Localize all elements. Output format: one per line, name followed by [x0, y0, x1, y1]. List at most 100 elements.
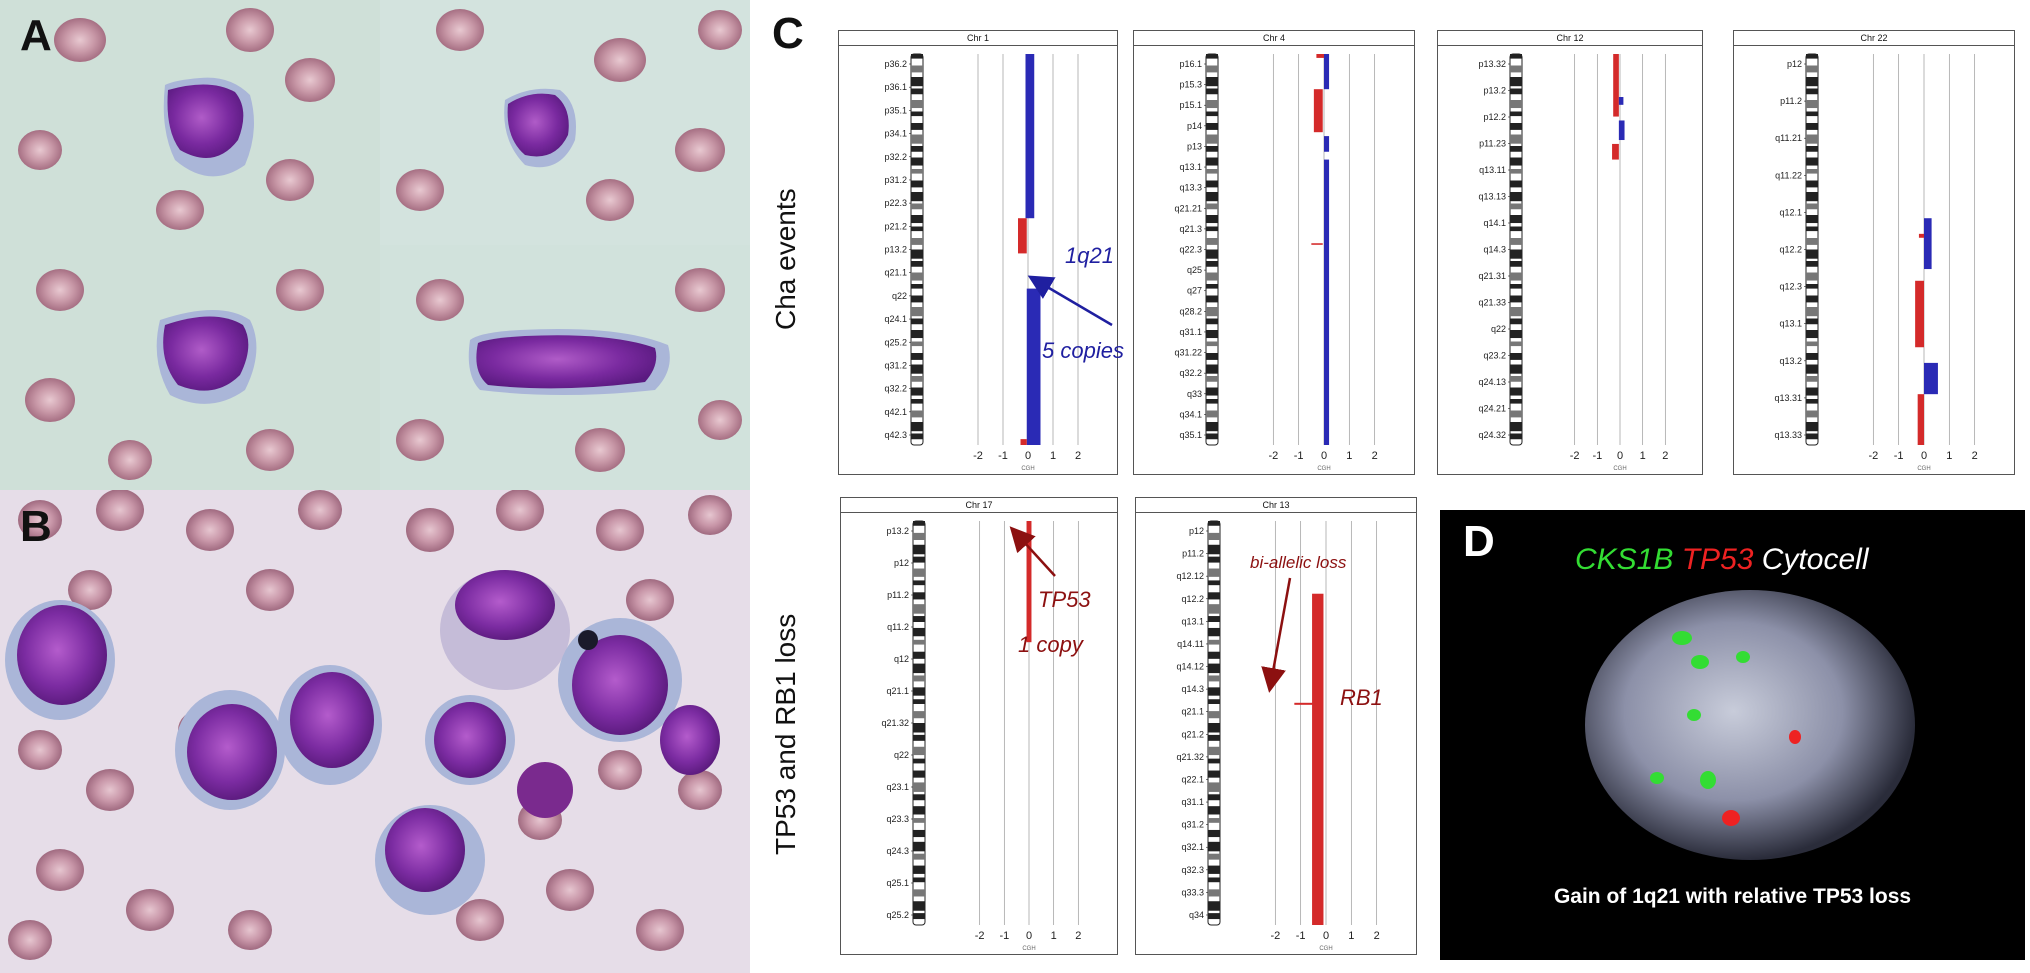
loss-segment — [1312, 593, 1324, 925]
axis-xlabel: CGH — [1319, 946, 1332, 952]
chromosome-plot-chr17: Chr 17 -2 -1 0 1 2 CGH p13.2 p12 p11.2 q11.2 q12 q21… — [840, 497, 1118, 955]
band-label: q22 — [1491, 324, 1506, 334]
band-label: q12.2 — [1779, 245, 1802, 255]
band-label: q31.2 — [1181, 820, 1204, 830]
axis-tick-label: 2 — [1075, 450, 1081, 462]
axis-xlabel: CGH — [1613, 466, 1626, 472]
band-label: q24.3 — [886, 846, 909, 856]
band-label: p11.23 — [1479, 139, 1506, 149]
band-label: q33 — [1187, 389, 1202, 399]
band-label: q22.1 — [1181, 774, 1204, 784]
band-label: q33.3 — [1181, 887, 1204, 897]
band-label: q21.21 — [1174, 203, 1202, 213]
loss-segment — [1311, 243, 1323, 245]
axis-tick-label: -1 — [1894, 450, 1904, 462]
axis-tick-label: -1 — [1592, 450, 1602, 462]
band-label: p13.32 — [1478, 59, 1506, 69]
loss-segment — [1316, 54, 1324, 58]
axis-tick-label: 2 — [1972, 450, 1978, 462]
band-label: p15.1 — [1179, 100, 1202, 110]
band-label: q14.12 — [1176, 662, 1204, 672]
band-label: q28.2 — [1179, 306, 1202, 316]
gain-segment — [1618, 97, 1624, 105]
chromosome-svg: -2 -1 0 1 2 CGH p13.2 p12 p11.2 q11.2 q12 q21.1 q21.… — [881, 520, 1081, 952]
band-label: q32.2 — [1179, 368, 1202, 378]
axis-tick-label: 1 — [1051, 930, 1057, 942]
band-label: q12.3 — [1779, 282, 1802, 292]
panel-c-label: C — [772, 9, 804, 58]
band-label: q32.1 — [1181, 842, 1204, 852]
band-label: q42.3 — [884, 430, 907, 440]
axis-tick-label: 0 — [1617, 450, 1623, 462]
chromosome-title: Chr 1 — [839, 31, 1117, 46]
loss-segment — [1026, 521, 1032, 643]
band-label: p13 — [1187, 141, 1202, 151]
axis-tick-label: 1 — [1348, 930, 1354, 942]
band-label: p12.2 — [1483, 112, 1506, 122]
band-label: q21.1 — [886, 686, 909, 696]
panel-a-label: A — [20, 11, 52, 60]
axis-tick-label: 0 — [1321, 450, 1327, 462]
axis-tick-label: -1 — [1296, 930, 1306, 942]
band-label: q31.1 — [1181, 797, 1204, 807]
chromosome-plot-chr12: Chr 12 -2 -1 0 1 2 CGH p13.32 p13.2 p12.2 p11.23 q1… — [1437, 30, 1703, 475]
band-label: q34.1 — [1179, 409, 1202, 419]
band-label: q21.31 — [1478, 271, 1506, 281]
band-label: p11.2 — [1780, 96, 1802, 106]
band-label: q11.21 — [1775, 133, 1802, 143]
band-label: q22 — [892, 291, 907, 301]
band-label: p35.1 — [884, 105, 907, 115]
annot-1q21: 1q21 — [1065, 243, 1114, 268]
axis-tick-label: -2 — [1270, 930, 1280, 942]
band-label: q22 — [894, 750, 909, 760]
axis-tick-label: 0 — [1025, 450, 1031, 462]
band-label: p12 — [1189, 526, 1204, 536]
chromosome-plot-chr22: Chr 22 -2 -1 0 1 2 CGH p12 p11.2 q11.21 q11.22 q12.… — [1733, 30, 2015, 475]
axis-tick-label: 2 — [1662, 450, 1668, 462]
chromosome-plot-chr13: Chr 13 -2 -1 0 1 2 CGH p12 p11.2 q12.12 q12.2 q13.1… — [1135, 497, 1417, 955]
chromosome-plot-chr4: Chr 4 -2 -1 0 1 2 CGH p16.1 p15.3 p15.1 p14 p13 q13.… — [1133, 30, 1415, 475]
chromosome-title: Chr 22 — [1734, 31, 2014, 46]
band-label: q25 — [1187, 265, 1202, 275]
band-label: q21.32 — [881, 718, 909, 728]
band-label: p16.1 — [1179, 59, 1202, 69]
band-label: q42.1 — [884, 407, 907, 417]
loss-segment — [1918, 233, 1924, 238]
blast-cells-a — [156, 77, 670, 404]
axis-tick-label: 0 — [1323, 930, 1329, 942]
band-label: q13.31 — [1774, 393, 1802, 403]
band-label: q25.2 — [884, 337, 907, 347]
axis-tick-label: 2 — [1372, 450, 1378, 462]
band-label: q12.12 — [1176, 571, 1204, 581]
band-label: q21.3 — [1179, 224, 1202, 234]
gain-segment — [1324, 54, 1330, 90]
row-label-tp53-rb1-loss: TP53 and RB1 loss — [770, 613, 801, 855]
band-label: q31.22 — [1174, 348, 1202, 358]
band-label: q11.2 — [887, 622, 909, 632]
band-label: q24.13 — [1478, 377, 1506, 387]
band-label: q34 — [1189, 910, 1204, 920]
band-label: q35.1 — [1179, 430, 1202, 440]
axis-tick-label: 1 — [1050, 450, 1056, 462]
band-label: q25.1 — [886, 878, 909, 888]
chromosome-svg: -2 -1 0 1 2 CGH p13.32 p13.2 p12.2 p11.23 q13.11 q1… — [1478, 53, 1668, 472]
band-label: q31.2 — [884, 360, 907, 370]
band-label: q14.3 — [1181, 684, 1204, 694]
gain-segment — [1025, 54, 1035, 219]
axis-tick-label: -2 — [973, 450, 983, 462]
band-label: q22.3 — [1179, 245, 1202, 255]
axis-tick-label: -1 — [1294, 450, 1304, 462]
band-label: q13.1 — [1181, 616, 1204, 626]
axis-tick-label: 1 — [1946, 450, 1952, 462]
band-label: q21.1 — [884, 268, 907, 278]
axis-tick-label: 2 — [1374, 930, 1380, 942]
band-label: q14.1 — [1483, 218, 1506, 228]
chromosome-title: Chr 13 — [1136, 498, 1416, 513]
band-label: q31.1 — [1179, 327, 1202, 337]
axis-xlabel: CGH — [1917, 466, 1930, 472]
band-label: q23.3 — [886, 814, 909, 824]
annot-bi-allelic-loss: bi-allelic loss — [1250, 553, 1347, 572]
band-label: q32.2 — [884, 384, 907, 394]
band-label: q23.2 — [1483, 351, 1506, 361]
loss-segment — [1915, 280, 1924, 348]
